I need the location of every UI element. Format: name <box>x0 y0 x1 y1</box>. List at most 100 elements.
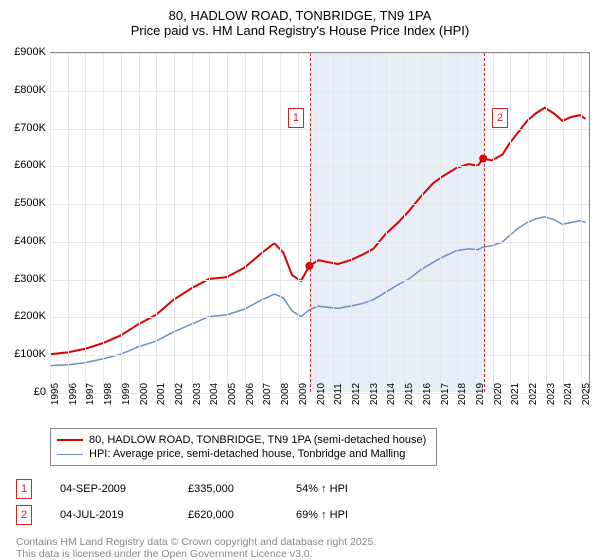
ytick-label: £500K <box>2 197 46 209</box>
gridline-h <box>50 91 589 92</box>
gridline-v <box>298 53 299 392</box>
gridline-v <box>369 53 370 392</box>
gridline-v <box>174 53 175 392</box>
gridline-v <box>156 53 157 392</box>
xtick-label: 2023 <box>546 383 557 405</box>
ytick-label: £700K <box>2 122 46 134</box>
gridline-v <box>563 53 564 392</box>
title-line-1: 80, HADLOW ROAD, TONBRIDGE, TN9 1PA <box>0 8 600 23</box>
gridline-v <box>440 53 441 392</box>
gridline-v <box>333 53 334 392</box>
ytick-label: £600K <box>2 159 46 171</box>
xtick-label: 1996 <box>68 383 79 405</box>
gridline-v <box>262 53 263 392</box>
gridline-v <box>510 53 511 392</box>
event-marker-line <box>484 53 485 392</box>
gridline-v <box>404 53 405 392</box>
xtick-label: 2012 <box>351 383 362 405</box>
event-marker-box: 1 <box>288 108 304 128</box>
gridline-h <box>50 280 589 281</box>
legend-swatch-property <box>57 439 83 441</box>
event-pct-2: 69% ↑ HPI <box>296 509 396 521</box>
xtick-label: 2008 <box>280 383 291 405</box>
xtick-label: 2007 <box>262 383 273 405</box>
gridline-v <box>546 53 547 392</box>
legend-label-hpi: HPI: Average price, semi-detached house,… <box>89 448 405 460</box>
xtick-label: 2004 <box>209 383 220 405</box>
series-hpi <box>50 217 586 366</box>
ytick-label: £100K <box>2 348 46 360</box>
event-row-2: 2 04-JUL-2019 £620,000 69% ↑ HPI <box>16 502 600 528</box>
event-price-1: £335,000 <box>188 483 268 495</box>
event-row-1: 1 04-SEP-2009 £335,000 54% ↑ HPI <box>16 476 600 502</box>
ytick-label: £300K <box>2 273 46 285</box>
legend-item-hpi: HPI: Average price, semi-detached house,… <box>57 447 426 461</box>
xtick-label: 2010 <box>316 383 327 405</box>
gridline-v <box>351 53 352 392</box>
ytick-label: £400K <box>2 235 46 247</box>
xtick-label: 2005 <box>227 383 238 405</box>
xtick-label: 2011 <box>333 383 344 405</box>
ytick-label: £800K <box>2 84 46 96</box>
plot-region: 12 <box>50 52 590 392</box>
xtick-label: 2019 <box>475 383 486 405</box>
xtick-label: 2024 <box>563 383 574 405</box>
gridline-v <box>121 53 122 392</box>
xtick-label: 2025 <box>581 383 592 405</box>
xtick-label: 2018 <box>457 383 468 405</box>
xtick-label: 2001 <box>156 383 167 405</box>
gridline-v <box>227 53 228 392</box>
xtick-label: 2017 <box>440 383 451 405</box>
legend: 80, HADLOW ROAD, TONBRIDGE, TN9 1PA (sem… <box>50 428 437 466</box>
ytick-label: £900K <box>2 46 46 58</box>
gridline-v <box>475 53 476 392</box>
gridline-v <box>422 53 423 392</box>
event-marker-line <box>310 53 311 392</box>
event-date-2: 04-JUL-2019 <box>60 509 160 521</box>
gridline-h <box>50 204 589 205</box>
legend-swatch-hpi <box>57 454 83 455</box>
gridline-v <box>581 53 582 392</box>
gridline-h <box>50 355 589 356</box>
xtick-label: 2009 <box>298 383 309 405</box>
gridline-v <box>528 53 529 392</box>
xtick-label: 2020 <box>493 383 504 405</box>
series-svg <box>50 53 589 392</box>
event-price-2: £620,000 <box>188 509 268 521</box>
xtick-label: 2000 <box>139 383 150 405</box>
xtick-label: 1995 <box>50 383 61 405</box>
attribution-line-2: This data is licensed under the Open Gov… <box>16 548 600 560</box>
attribution-line-1: Contains HM Land Registry data © Crown c… <box>16 536 600 548</box>
legend-label-property: 80, HADLOW ROAD, TONBRIDGE, TN9 1PA (sem… <box>89 434 426 446</box>
gridline-v <box>386 53 387 392</box>
gridline-h <box>50 317 589 318</box>
event-marker-box: 2 <box>492 108 508 128</box>
gridline-h <box>50 129 589 130</box>
xtick-label: 2022 <box>528 383 539 405</box>
gridline-v <box>139 53 140 392</box>
ytick-label: £200K <box>2 310 46 322</box>
events-table: 1 04-SEP-2009 £335,000 54% ↑ HPI 2 04-JU… <box>16 476 600 528</box>
xtick-label: 2006 <box>245 383 256 405</box>
xtick-label: 2021 <box>510 383 521 405</box>
legend-item-property: 80, HADLOW ROAD, TONBRIDGE, TN9 1PA (sem… <box>57 433 426 447</box>
xtick-label: 2002 <box>174 383 185 405</box>
gridline-v <box>209 53 210 392</box>
gridline-v <box>493 53 494 392</box>
xtick-label: 1999 <box>121 383 132 405</box>
xtick-label: 1998 <box>103 383 114 405</box>
ytick-label: £0 <box>2 386 46 398</box>
gridline-v <box>245 53 246 392</box>
xtick-label: 2015 <box>404 383 415 405</box>
chart-area: 12 £0£100K£200K£300K£400K£500K£600K£700K… <box>0 42 600 422</box>
gridline-v <box>192 53 193 392</box>
gridline-h <box>50 242 589 243</box>
event-num-1: 1 <box>16 479 32 499</box>
title-block: 80, HADLOW ROAD, TONBRIDGE, TN9 1PA Pric… <box>0 0 600 42</box>
gridline-v <box>457 53 458 392</box>
gridline-v <box>103 53 104 392</box>
xtick-label: 2016 <box>422 383 433 405</box>
event-date-1: 04-SEP-2009 <box>60 483 160 495</box>
gridline-v <box>85 53 86 392</box>
title-line-2: Price paid vs. HM Land Registry's House … <box>0 23 600 38</box>
